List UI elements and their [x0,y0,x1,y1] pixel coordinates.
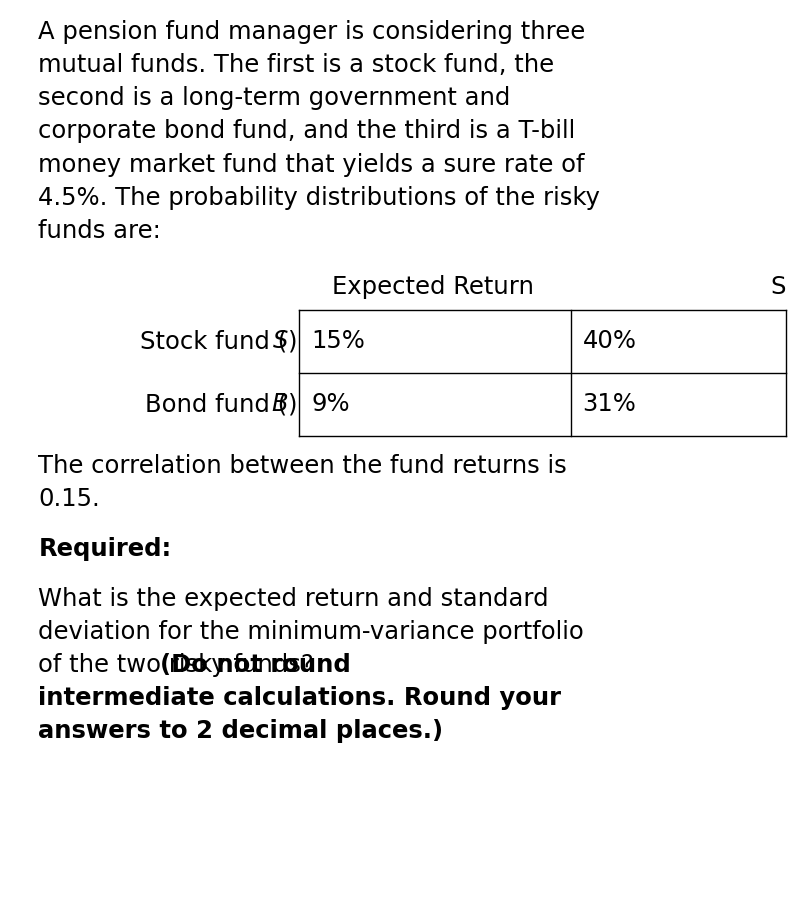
Text: Required:: Required: [38,537,172,561]
Text: funds are:: funds are: [38,219,161,242]
Text: 4.5%. The probability distributions of the risky: 4.5%. The probability distributions of t… [38,185,600,210]
Text: mutual funds. The first is a stock fund, the: mutual funds. The first is a stock fund,… [38,53,555,77]
Text: Expected Return: Expected Return [332,275,533,299]
Text: B: B [271,392,288,417]
Text: deviation for the minimum-variance portfolio: deviation for the minimum-variance portf… [38,620,584,644]
Text: S: S [273,330,288,353]
Text: answers to 2 decimal places.): answers to 2 decimal places.) [38,719,444,744]
Text: Stock fund (: Stock fund ( [140,330,287,353]
Text: What is the expected return and standard: What is the expected return and standard [38,587,549,611]
Text: Bond fund (: Bond fund ( [145,392,287,417]
Text: second is a long-term government and: second is a long-term government and [38,86,511,110]
Text: 40%: 40% [583,330,637,353]
Text: 0.15.: 0.15. [38,488,100,511]
Text: 15%: 15% [311,330,365,353]
Text: 31%: 31% [583,392,637,417]
Text: ): ) [288,330,298,353]
Text: corporate bond fund, and the third is a T-bill: corporate bond fund, and the third is a … [38,119,575,143]
Text: of the two risky funds?: of the two risky funds? [38,653,322,677]
Text: A pension fund manager is considering three: A pension fund manager is considering th… [38,20,586,44]
Text: S: S [771,275,786,299]
Text: (Do not round: (Do not round [160,653,350,677]
Text: 9%: 9% [311,392,350,417]
Text: The correlation between the fund returns is: The correlation between the fund returns… [38,454,567,479]
Text: intermediate calculations. Round your: intermediate calculations. Round your [38,686,561,710]
Text: ): ) [288,392,298,417]
Text: money market fund that yields a sure rate of: money market fund that yields a sure rat… [38,153,585,176]
